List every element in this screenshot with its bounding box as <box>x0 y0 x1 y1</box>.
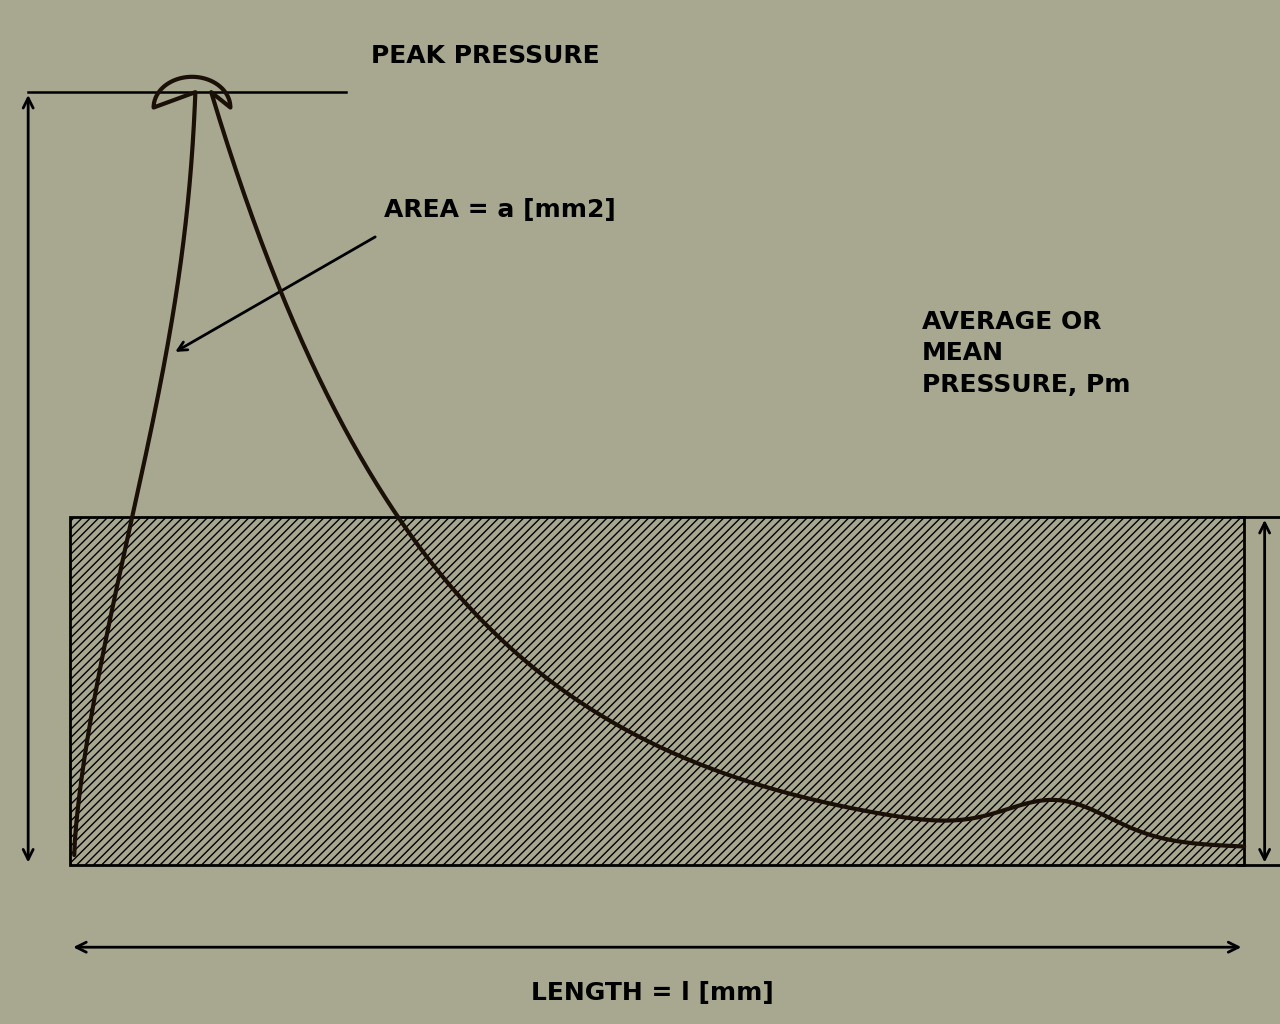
Bar <box>70 517 1244 865</box>
Bar <box>70 517 1244 865</box>
Text: AVERAGE OR
MEAN
PRESSURE, Pm: AVERAGE OR MEAN PRESSURE, Pm <box>922 309 1130 397</box>
Text: AREA = a [mm2]: AREA = a [mm2] <box>384 198 616 222</box>
Text: PEAK PRESSURE: PEAK PRESSURE <box>371 44 600 69</box>
Text: LENGTH = l [mm]: LENGTH = l [mm] <box>531 981 774 1006</box>
